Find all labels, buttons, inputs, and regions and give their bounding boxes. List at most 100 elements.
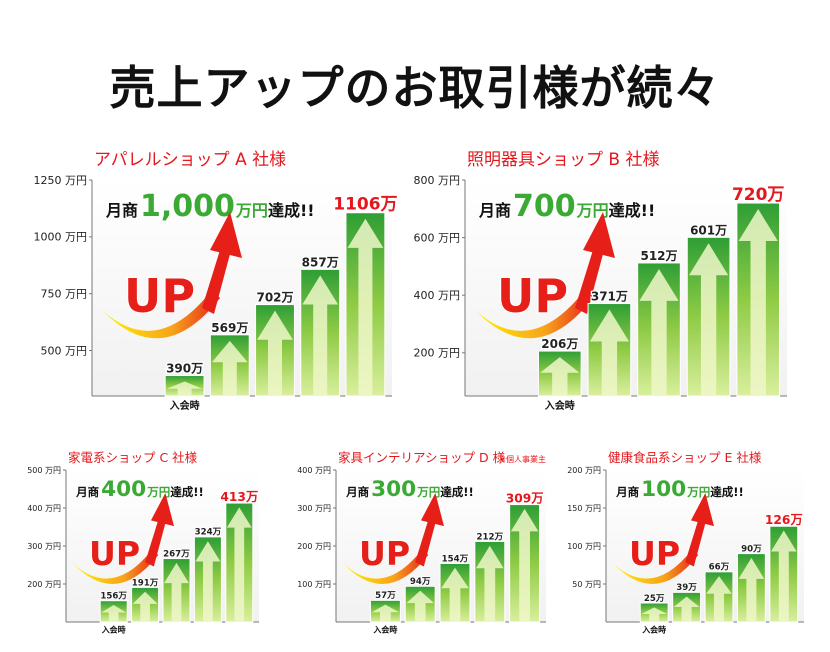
data-label-3: 267万 <box>163 548 190 559</box>
swoosh-arrow <box>343 549 429 584</box>
bar-arrow-5 <box>770 530 797 622</box>
x-category-label: 入会時 <box>101 624 126 634</box>
data-label-4: 324万 <box>195 527 222 538</box>
page-title: 売上アップのお取引様が続々 <box>109 61 721 115</box>
bar-arrow-5 <box>738 209 778 396</box>
y-tick-label: 150 万円 <box>567 504 601 513</box>
bar-arrow-1 <box>540 357 580 396</box>
headline-unit: 万円 <box>686 485 710 499</box>
data-label-5: 720万 <box>732 185 785 205</box>
up-arrow-icon <box>210 212 242 258</box>
data-label-5: 413万 <box>220 490 258 504</box>
up-label: UP <box>89 534 140 573</box>
bar-arrow-2 <box>211 340 248 396</box>
bar-arrow-3 <box>441 567 469 622</box>
data-label-1: 25万 <box>644 593 665 604</box>
headline-amount: 400 <box>101 477 146 502</box>
bar-arrow-4 <box>302 275 339 396</box>
headline: 月商1,000万円達成!! <box>105 189 315 224</box>
y-tick-label: 100 万円 <box>567 542 601 551</box>
y-tick-label: 750 万円 <box>41 288 88 301</box>
headline-amount: 700 <box>513 189 576 224</box>
bar-arrow-2 <box>406 590 434 622</box>
bar-arrow-1 <box>166 381 203 396</box>
chart-note: ※個人事業主 <box>499 454 546 464</box>
chart-title: 家電系ショップ C 社様 <box>68 450 198 465</box>
bar-arrow-3 <box>164 562 189 622</box>
headline-rest: 達成!! <box>609 201 656 220</box>
data-label-2: 94万 <box>410 576 431 587</box>
y-tick-label: 1000 万円 <box>34 231 88 244</box>
bar-arrow-5 <box>226 507 252 622</box>
x-category-label: 入会時 <box>545 399 575 412</box>
up-arrow-shaft <box>145 520 166 567</box>
chart-title: 照明器具ショップ B 社様 <box>467 150 659 170</box>
headline-unit: 万円 <box>146 485 170 499</box>
up-label: UP <box>497 269 568 323</box>
data-label-1: 206万 <box>541 337 578 351</box>
headline-amount: 100 <box>641 477 686 502</box>
data-label-1: 390万 <box>166 362 203 376</box>
data-label-5: 126万 <box>765 513 803 527</box>
up-label: UP <box>629 534 680 573</box>
bar-arrow-1 <box>101 605 127 622</box>
y-tick-label: 100 万円 <box>297 580 331 589</box>
bar-arrow-4 <box>688 243 729 396</box>
up-label: UP <box>124 269 195 323</box>
data-label-2: 371万 <box>591 290 628 304</box>
headline-unit: 万円 <box>235 201 268 220</box>
y-tick-label: 50 万円 <box>572 580 601 589</box>
up-arrow-icon <box>690 493 714 527</box>
y-tick-label: 200 万円 <box>567 466 601 475</box>
bar-arrow-2 <box>132 591 158 622</box>
up-arrow-shaft <box>415 520 436 567</box>
chart-title: アパレルショップ A 社様 <box>94 150 286 170</box>
up-label: UP <box>359 534 410 573</box>
headline-amount: 1,000 <box>140 189 235 224</box>
chart-title: 健康食品系ショップ E 社様 <box>608 450 762 465</box>
swoosh-arrow <box>73 549 159 584</box>
y-tick-label: 400 万円 <box>414 289 461 302</box>
headline-prefix: 月商 <box>105 201 138 220</box>
bar-arrow-3 <box>639 268 679 396</box>
data-label-5: 309万 <box>506 491 544 505</box>
headline-rest: 達成!! <box>710 485 744 499</box>
headline-prefix: 月商 <box>478 201 511 220</box>
headline: 月商700万円達成!! <box>478 189 655 224</box>
headline-prefix: 月商 <box>615 485 640 499</box>
y-tick-label: 800 万円 <box>414 174 461 187</box>
data-label-4: 212万 <box>476 531 503 542</box>
data-label-3: 512万 <box>640 249 677 263</box>
bar-arrow-4 <box>195 541 221 622</box>
bar-arrow-1 <box>641 607 668 622</box>
data-label-4: 857万 <box>302 255 339 269</box>
data-label-4: 601万 <box>690 223 727 237</box>
y-tick-label: 300 万円 <box>297 504 331 513</box>
bar-arrow-3 <box>257 310 293 396</box>
headline-unit: 万円 <box>416 485 440 499</box>
bar-arrow-3 <box>706 576 732 622</box>
y-tick-label: 300 万円 <box>27 542 61 551</box>
data-label-4: 90万 <box>741 543 762 554</box>
up-arrow-icon <box>150 493 174 527</box>
y-tick-label: 1250 万円 <box>34 174 88 187</box>
data-label-2: 569万 <box>211 321 248 335</box>
data-label-1: 57万 <box>375 590 396 601</box>
y-tick-label: 400 万円 <box>297 466 331 475</box>
data-label-5: 1106万 <box>333 195 397 215</box>
bar-arrow-4 <box>476 545 504 622</box>
up-arrow-shaft <box>202 250 230 314</box>
up-arrow-icon <box>583 212 615 258</box>
data-label-2: 191万 <box>132 577 159 588</box>
headline: 月商100万円達成!! <box>615 477 744 502</box>
headline-amount: 300 <box>371 477 416 502</box>
headline-unit: 万円 <box>576 201 609 220</box>
up-arrow-shaft <box>575 250 603 314</box>
x-category-label: 入会時 <box>170 399 200 412</box>
headline-prefix: 月商 <box>75 485 100 499</box>
y-tick-label: 200 万円 <box>27 580 61 589</box>
y-tick-label: 500 万円 <box>27 466 61 475</box>
swoosh-arrow <box>613 549 699 584</box>
headline-prefix: 月商 <box>345 485 370 499</box>
